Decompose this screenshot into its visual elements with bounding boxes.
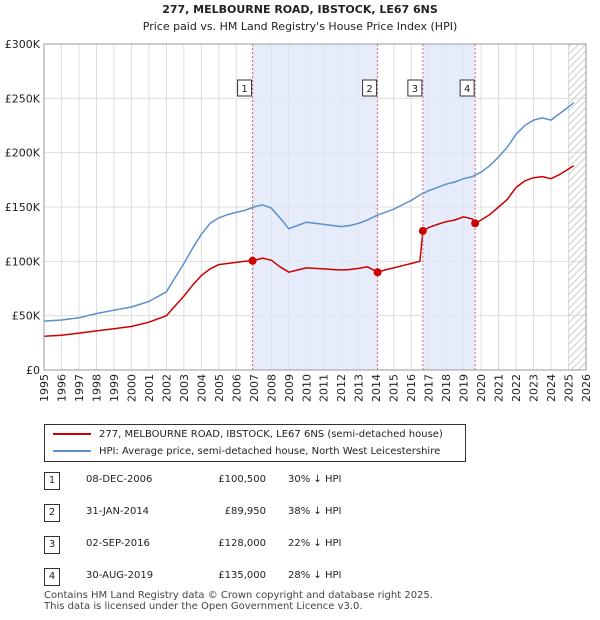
x-tick-label: 2001 <box>143 374 156 402</box>
chart-subtitle: Price paid vs. HM Land Registry's House … <box>143 20 458 33</box>
x-tick-label: 2011 <box>318 374 331 402</box>
sale-price: £128,000 <box>218 538 266 549</box>
x-tick-label: 2022 <box>510 374 523 402</box>
x-tick-label: 2013 <box>353 374 366 402</box>
x-tick-label: 2003 <box>178 374 191 402</box>
forecast-hatch <box>568 44 586 370</box>
y-tick-label: £0 <box>26 364 40 377</box>
sale-label-box <box>237 79 253 97</box>
x-tick-label: 2014 <box>370 374 383 402</box>
x-tick-label: 2008 <box>265 374 278 402</box>
x-tick-label: 2004 <box>195 374 208 402</box>
ownership-shade <box>422 44 476 370</box>
chart-title: 277, MELBOURNE ROAD, IBSTOCK, LE67 6NS <box>162 3 438 16</box>
sale-label: 3 <box>412 84 418 95</box>
x-tick-label: 2002 <box>160 374 173 402</box>
sale-number-badge: 3 <box>44 536 60 554</box>
hpi-series-line <box>43 102 575 322</box>
sale-row: 2 31-JAN-2014 £89,950 38% ↓ HPI <box>0 504 600 524</box>
sale-label: 1 <box>241 84 247 95</box>
legend-item-property: 277, MELBOURNE ROAD, IBSTOCK, LE67 6NS (… <box>53 427 443 443</box>
x-tick-label: 2019 <box>458 374 471 402</box>
sale-point <box>418 226 427 235</box>
sale-date: 30-AUG-2019 <box>86 570 154 581</box>
sale-point <box>373 268 382 277</box>
sale-price: £100,500 <box>218 474 266 485</box>
sale-number-badge: 1 <box>44 472 60 490</box>
x-tick-label: 2016 <box>405 374 418 402</box>
x-tick-label: 2018 <box>440 374 453 402</box>
x-tick-label: 2024 <box>545 374 558 402</box>
sale-label-box <box>459 79 475 97</box>
plot-frame <box>43 43 587 371</box>
x-tick-label: 2005 <box>213 374 226 402</box>
footer-line-licence: This data is licensed under the Open Gov… <box>44 601 363 612</box>
x-tick-label: 2023 <box>528 374 541 402</box>
sale-hpi-diff: 38% ↓ HPI <box>288 506 342 517</box>
x-tick-label: 2026 <box>580 374 593 402</box>
sale-point <box>248 256 257 265</box>
legend-label-hpi: HPI: Average price, semi-detached house,… <box>99 446 441 457</box>
sale-date: 08-DEC-2006 <box>86 474 153 485</box>
sale-price: £135,000 <box>218 570 266 581</box>
sale-row: 1 08-DEC-2006 £100,500 30% ↓ HPI <box>0 472 600 492</box>
x-tick-label: 1997 <box>73 374 86 402</box>
sale-date: 02-SEP-2016 <box>86 538 150 549</box>
sale-label: 2 <box>366 84 372 95</box>
x-tick-label: 2010 <box>300 374 313 402</box>
price-chart: 277, MELBOURNE ROAD, IBSTOCK, LE67 6NS P… <box>5 3 593 402</box>
sale-point <box>471 219 480 228</box>
x-tick-label: 2000 <box>125 374 138 402</box>
sale-hpi-diff: 28% ↓ HPI <box>288 570 342 581</box>
x-tick-label: 2017 <box>423 374 436 402</box>
y-tick-label: £100K <box>5 255 41 268</box>
sale-number-badge: 2 <box>44 504 60 522</box>
y-tick-label: £50K <box>12 310 41 323</box>
legend-swatch-hpi <box>53 450 91 452</box>
x-tick-label: 1996 <box>55 374 68 402</box>
x-tick-label: 2009 <box>283 374 296 402</box>
sale-hpi-diff: 30% ↓ HPI <box>288 474 342 485</box>
y-tick-label: £150K <box>5 201 41 214</box>
sale-hpi-diff: 22% ↓ HPI <box>288 538 342 549</box>
sale-price: £89,950 <box>224 506 266 517</box>
sale-label-box <box>362 79 378 97</box>
x-tick-label: 2025 <box>563 374 576 402</box>
legend-swatch-property <box>53 433 91 435</box>
sale-row: 3 02-SEP-2016 £128,000 22% ↓ HPI <box>0 536 600 556</box>
sale-label: 4 <box>464 84 470 95</box>
sale-date: 31-JAN-2014 <box>86 506 150 517</box>
legend-label-property: 277, MELBOURNE ROAD, IBSTOCK, LE67 6NS (… <box>99 429 443 440</box>
y-tick-label: £250K <box>5 92 41 105</box>
x-tick-label: 2007 <box>248 374 261 402</box>
y-tick-label: £200K <box>5 147 41 160</box>
x-tick-label: 1999 <box>108 374 121 402</box>
x-tick-label: 2006 <box>230 374 243 402</box>
property-series-line <box>43 165 575 338</box>
x-tick-label: 2020 <box>475 374 488 402</box>
x-tick-label: 2015 <box>388 374 401 402</box>
sale-label-box <box>407 79 423 97</box>
sale-number-badge: 4 <box>44 568 60 586</box>
x-tick-label: 1995 <box>38 374 51 402</box>
footer-attribution: Contains HM Land Registry data © Crown c… <box>44 590 433 612</box>
y-tick-label: £300K <box>5 38 41 51</box>
x-tick-label: 2012 <box>335 374 348 402</box>
ownership-shade <box>252 44 378 370</box>
chart-legend: 277, MELBOURNE ROAD, IBSTOCK, LE67 6NS (… <box>44 424 466 462</box>
x-tick-label: 1998 <box>90 374 103 402</box>
x-tick-label: 2021 <box>493 374 506 402</box>
sale-row: 4 30-AUG-2019 £135,000 28% ↓ HPI <box>0 568 600 588</box>
footer-line-copyright: Contains HM Land Registry data © Crown c… <box>44 590 433 601</box>
legend-item-hpi: HPI: Average price, semi-detached house,… <box>53 444 440 460</box>
